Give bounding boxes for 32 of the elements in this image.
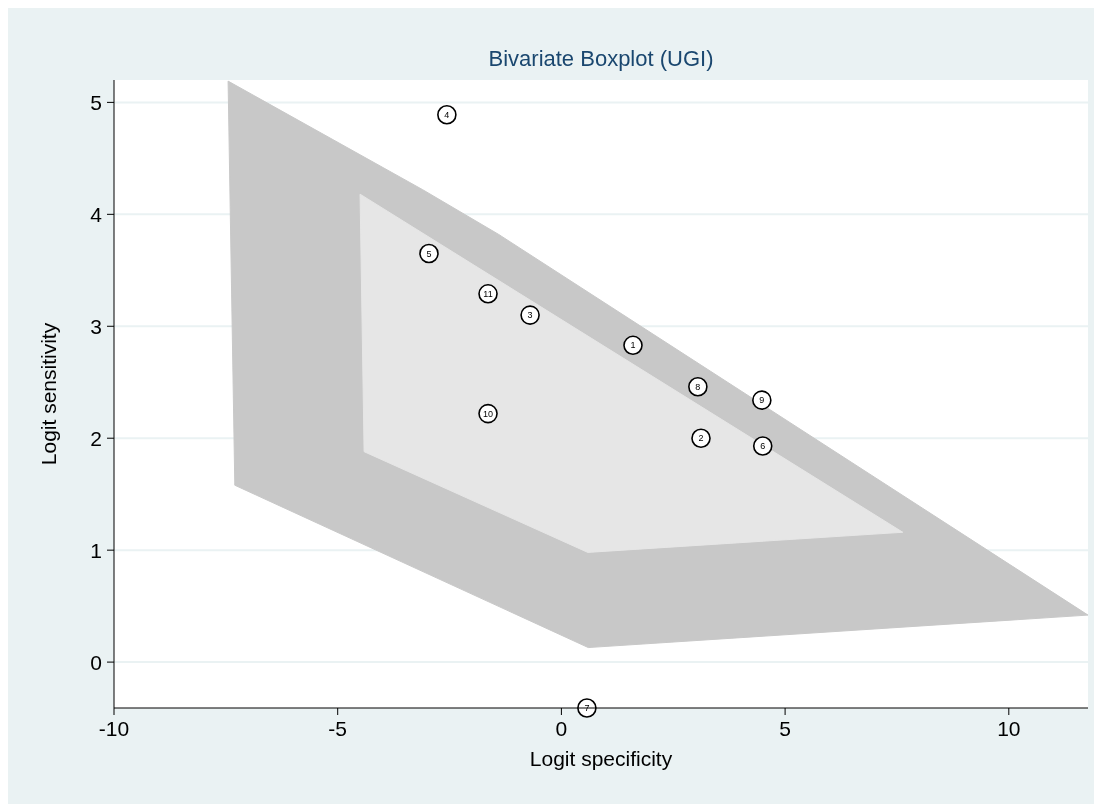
point <box>623 335 643 356</box>
y-axis-title: Logit sensitivity <box>37 322 60 466</box>
annotation: 3 <box>527 310 533 321</box>
annotation: 10 <box>483 408 494 419</box>
x-tick-label: 10 <box>997 717 1021 740</box>
annotation: 11 <box>483 288 493 299</box>
annotation: 9 <box>759 395 765 406</box>
y-tick-label: 2 <box>90 426 102 450</box>
y-tick-label: 1 <box>90 538 102 562</box>
x-tick-label: 5 <box>779 717 791 740</box>
y-tick-label: 0 <box>90 650 102 674</box>
x-axis-title: Logit specificity <box>529 747 673 770</box>
point <box>691 428 711 449</box>
chart-title: Bivariate Boxplot (UGI) <box>488 46 714 71</box>
annotation: 8 <box>695 381 701 392</box>
y-tick-label: 3 <box>90 314 102 338</box>
annotation: 2 <box>698 433 704 444</box>
point <box>752 390 772 410</box>
annotation: 7 <box>584 703 590 713</box>
y-tick-label: 5 <box>90 90 102 114</box>
point <box>688 376 708 397</box>
point <box>752 436 773 456</box>
x-tick-label: -10 <box>98 717 130 740</box>
point <box>419 243 439 264</box>
annotation: 1 <box>630 340 636 351</box>
x-tick-label: 0 <box>555 717 568 740</box>
annotation: 6 <box>760 441 766 452</box>
y-tick-label: 4 <box>90 202 103 226</box>
annotation: 4 <box>444 109 450 120</box>
point <box>520 305 540 325</box>
x-tick-label: -5 <box>328 717 348 740</box>
annotation: 5 <box>426 248 432 259</box>
